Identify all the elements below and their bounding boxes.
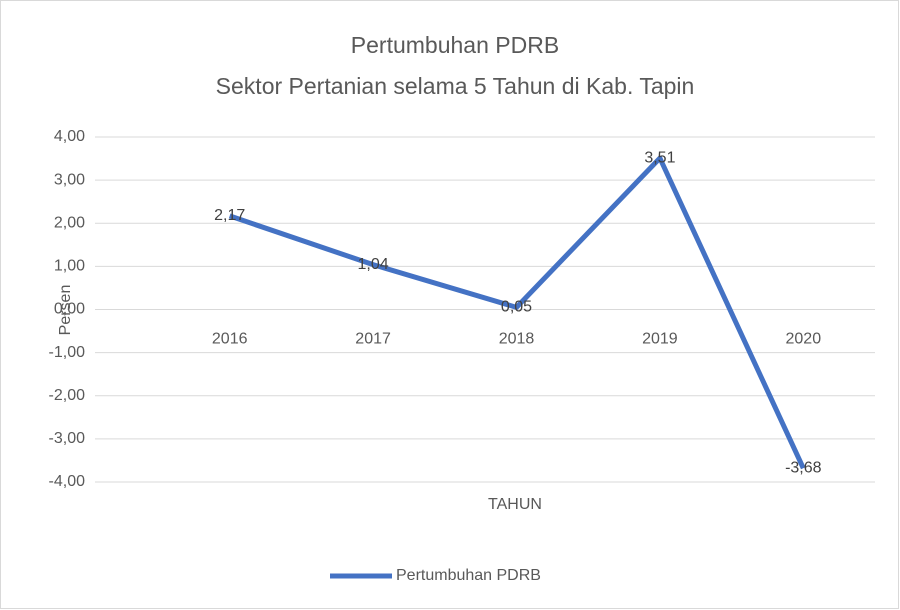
y-tick-label: -2,00: [49, 387, 86, 404]
x-tick-label: 2020: [786, 331, 822, 348]
y-axis-label: Persen: [57, 285, 74, 336]
x-tick-label: 2018: [499, 331, 535, 348]
data-label: 0,05: [501, 299, 532, 316]
chart-title: Pertumbuhan PDRB: [351, 32, 559, 58]
x-tick-label: 2017: [355, 331, 391, 348]
y-tick-label: 4,00: [54, 128, 85, 145]
y-tick-label: 1,00: [54, 258, 85, 275]
data-label: -3,68: [785, 459, 822, 476]
y-tick-label: 0,00: [54, 301, 85, 318]
y-tick-label: -4,00: [49, 473, 86, 490]
data-label: 2,17: [214, 207, 245, 224]
data-label: 1,04: [358, 256, 389, 273]
y-tick-label: -1,00: [49, 344, 86, 361]
legend-label: Pertumbuhan PDRB: [396, 567, 541, 584]
data-line: [228, 155, 806, 470]
x-tick-label: 2016: [212, 331, 248, 348]
chart-subtitle: Sektor Pertanian selama 5 Tahun di Kab. …: [216, 73, 695, 99]
y-tick-label: 3,00: [54, 171, 85, 188]
x-axis-label: TAHUN: [488, 496, 542, 513]
y-tick-label: -3,00: [49, 430, 86, 447]
x-tick-label: 2019: [642, 331, 678, 348]
data-label: 3,51: [644, 149, 675, 166]
y-tick-label: 2,00: [54, 214, 85, 231]
